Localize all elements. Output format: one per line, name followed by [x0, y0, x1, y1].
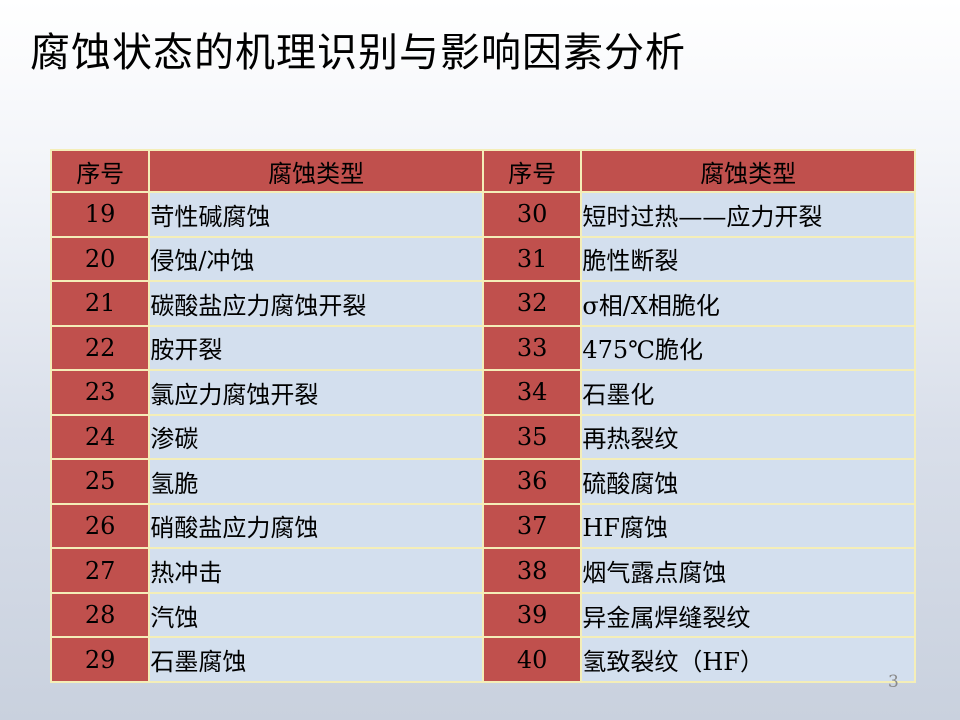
table-row: 25 氢脆 36 硫酸腐蚀: [52, 460, 914, 503]
type-cell: 苛性碱腐蚀: [150, 193, 482, 236]
slide-title: 腐蚀状态的机理识别与影响因素分析: [30, 30, 686, 76]
header-seq-left: 序号: [52, 151, 149, 191]
type-cell: 石墨腐蚀: [150, 638, 482, 681]
seq-cell: 31: [483, 237, 581, 281]
header-seq-right: 序号: [483, 151, 581, 191]
table-row: 28 汽蚀 39 异金属焊缝裂纹: [52, 593, 914, 637]
type-cell: 热冲击: [150, 549, 482, 592]
table-row: 26 硝酸盐应力腐蚀 37 HF腐蚀: [52, 504, 914, 548]
table-row: 23 氯应力腐蚀开裂 34 石墨化: [52, 371, 914, 414]
seq-cell: 28: [52, 593, 149, 637]
table-header-row: 序号 腐蚀类型 序号 腐蚀类型: [52, 151, 914, 191]
seq-cell: 20: [52, 237, 149, 281]
table-row: 19 苛性碱腐蚀 30 短时过热——应力开裂: [52, 193, 914, 236]
seq-cell: 30: [483, 193, 581, 236]
seq-cell: 37: [483, 504, 581, 548]
type-cell: 异金属焊缝裂纹: [582, 593, 914, 637]
type-cell: HF腐蚀: [582, 504, 914, 548]
seq-cell: 22: [52, 326, 149, 370]
header-type-right: 腐蚀类型: [582, 151, 914, 191]
corrosion-type-table-container: 序号 腐蚀类型 序号 腐蚀类型 19 苛性碱腐蚀 30 短时过热——应力开裂 2…: [50, 149, 916, 683]
type-cell: 475℃脆化: [582, 326, 914, 370]
type-cell: 氢脆: [150, 460, 482, 503]
type-cell: 再热裂纹: [582, 415, 914, 459]
corrosion-type-table: 序号 腐蚀类型 序号 腐蚀类型 19 苛性碱腐蚀 30 短时过热——应力开裂 2…: [50, 149, 916, 683]
type-cell: 胺开裂: [150, 326, 482, 370]
seq-cell: 25: [52, 460, 149, 503]
seq-cell: 29: [52, 638, 149, 681]
seq-cell: 24: [52, 415, 149, 459]
table-row: 22 胺开裂 33 475℃脆化: [52, 326, 914, 370]
seq-cell: 27: [52, 549, 149, 592]
table-row: 27 热冲击 38 烟气露点腐蚀: [52, 549, 914, 592]
type-cell: 石墨化: [582, 371, 914, 414]
seq-cell: 38: [483, 549, 581, 592]
seq-cell: 23: [52, 371, 149, 414]
type-cell: 碳酸盐应力腐蚀开裂: [150, 282, 482, 325]
seq-cell: 32: [483, 282, 581, 325]
seq-cell: 19: [52, 193, 149, 236]
type-cell: 渗碳: [150, 415, 482, 459]
type-cell: 硝酸盐应力腐蚀: [150, 504, 482, 548]
type-cell: σ相/X相脆化: [582, 282, 914, 325]
seq-cell: 26: [52, 504, 149, 548]
type-cell: 侵蚀/冲蚀: [150, 237, 482, 281]
type-cell: 氯应力腐蚀开裂: [150, 371, 482, 414]
page-number: 3: [888, 672, 899, 692]
type-cell: 硫酸腐蚀: [582, 460, 914, 503]
table-row: 20 侵蚀/冲蚀 31 脆性断裂: [52, 237, 914, 281]
seq-cell: 35: [483, 415, 581, 459]
seq-cell: 40: [483, 638, 581, 681]
table-row: 24 渗碳 35 再热裂纹: [52, 415, 914, 459]
type-cell: 脆性断裂: [582, 237, 914, 281]
type-cell: 汽蚀: [150, 593, 482, 637]
seq-cell: 34: [483, 371, 581, 414]
type-cell: 烟气露点腐蚀: [582, 549, 914, 592]
type-cell: 短时过热——应力开裂: [582, 193, 914, 236]
seq-cell: 39: [483, 593, 581, 637]
header-type-left: 腐蚀类型: [150, 151, 482, 191]
table-row: 21 碳酸盐应力腐蚀开裂 32 σ相/X相脆化: [52, 282, 914, 325]
type-cell: 氢致裂纹（HF）: [582, 638, 914, 681]
seq-cell: 21: [52, 282, 149, 325]
seq-cell: 36: [483, 460, 581, 503]
table-row: 29 石墨腐蚀 40 氢致裂纹（HF）: [52, 638, 914, 681]
seq-cell: 33: [483, 326, 581, 370]
